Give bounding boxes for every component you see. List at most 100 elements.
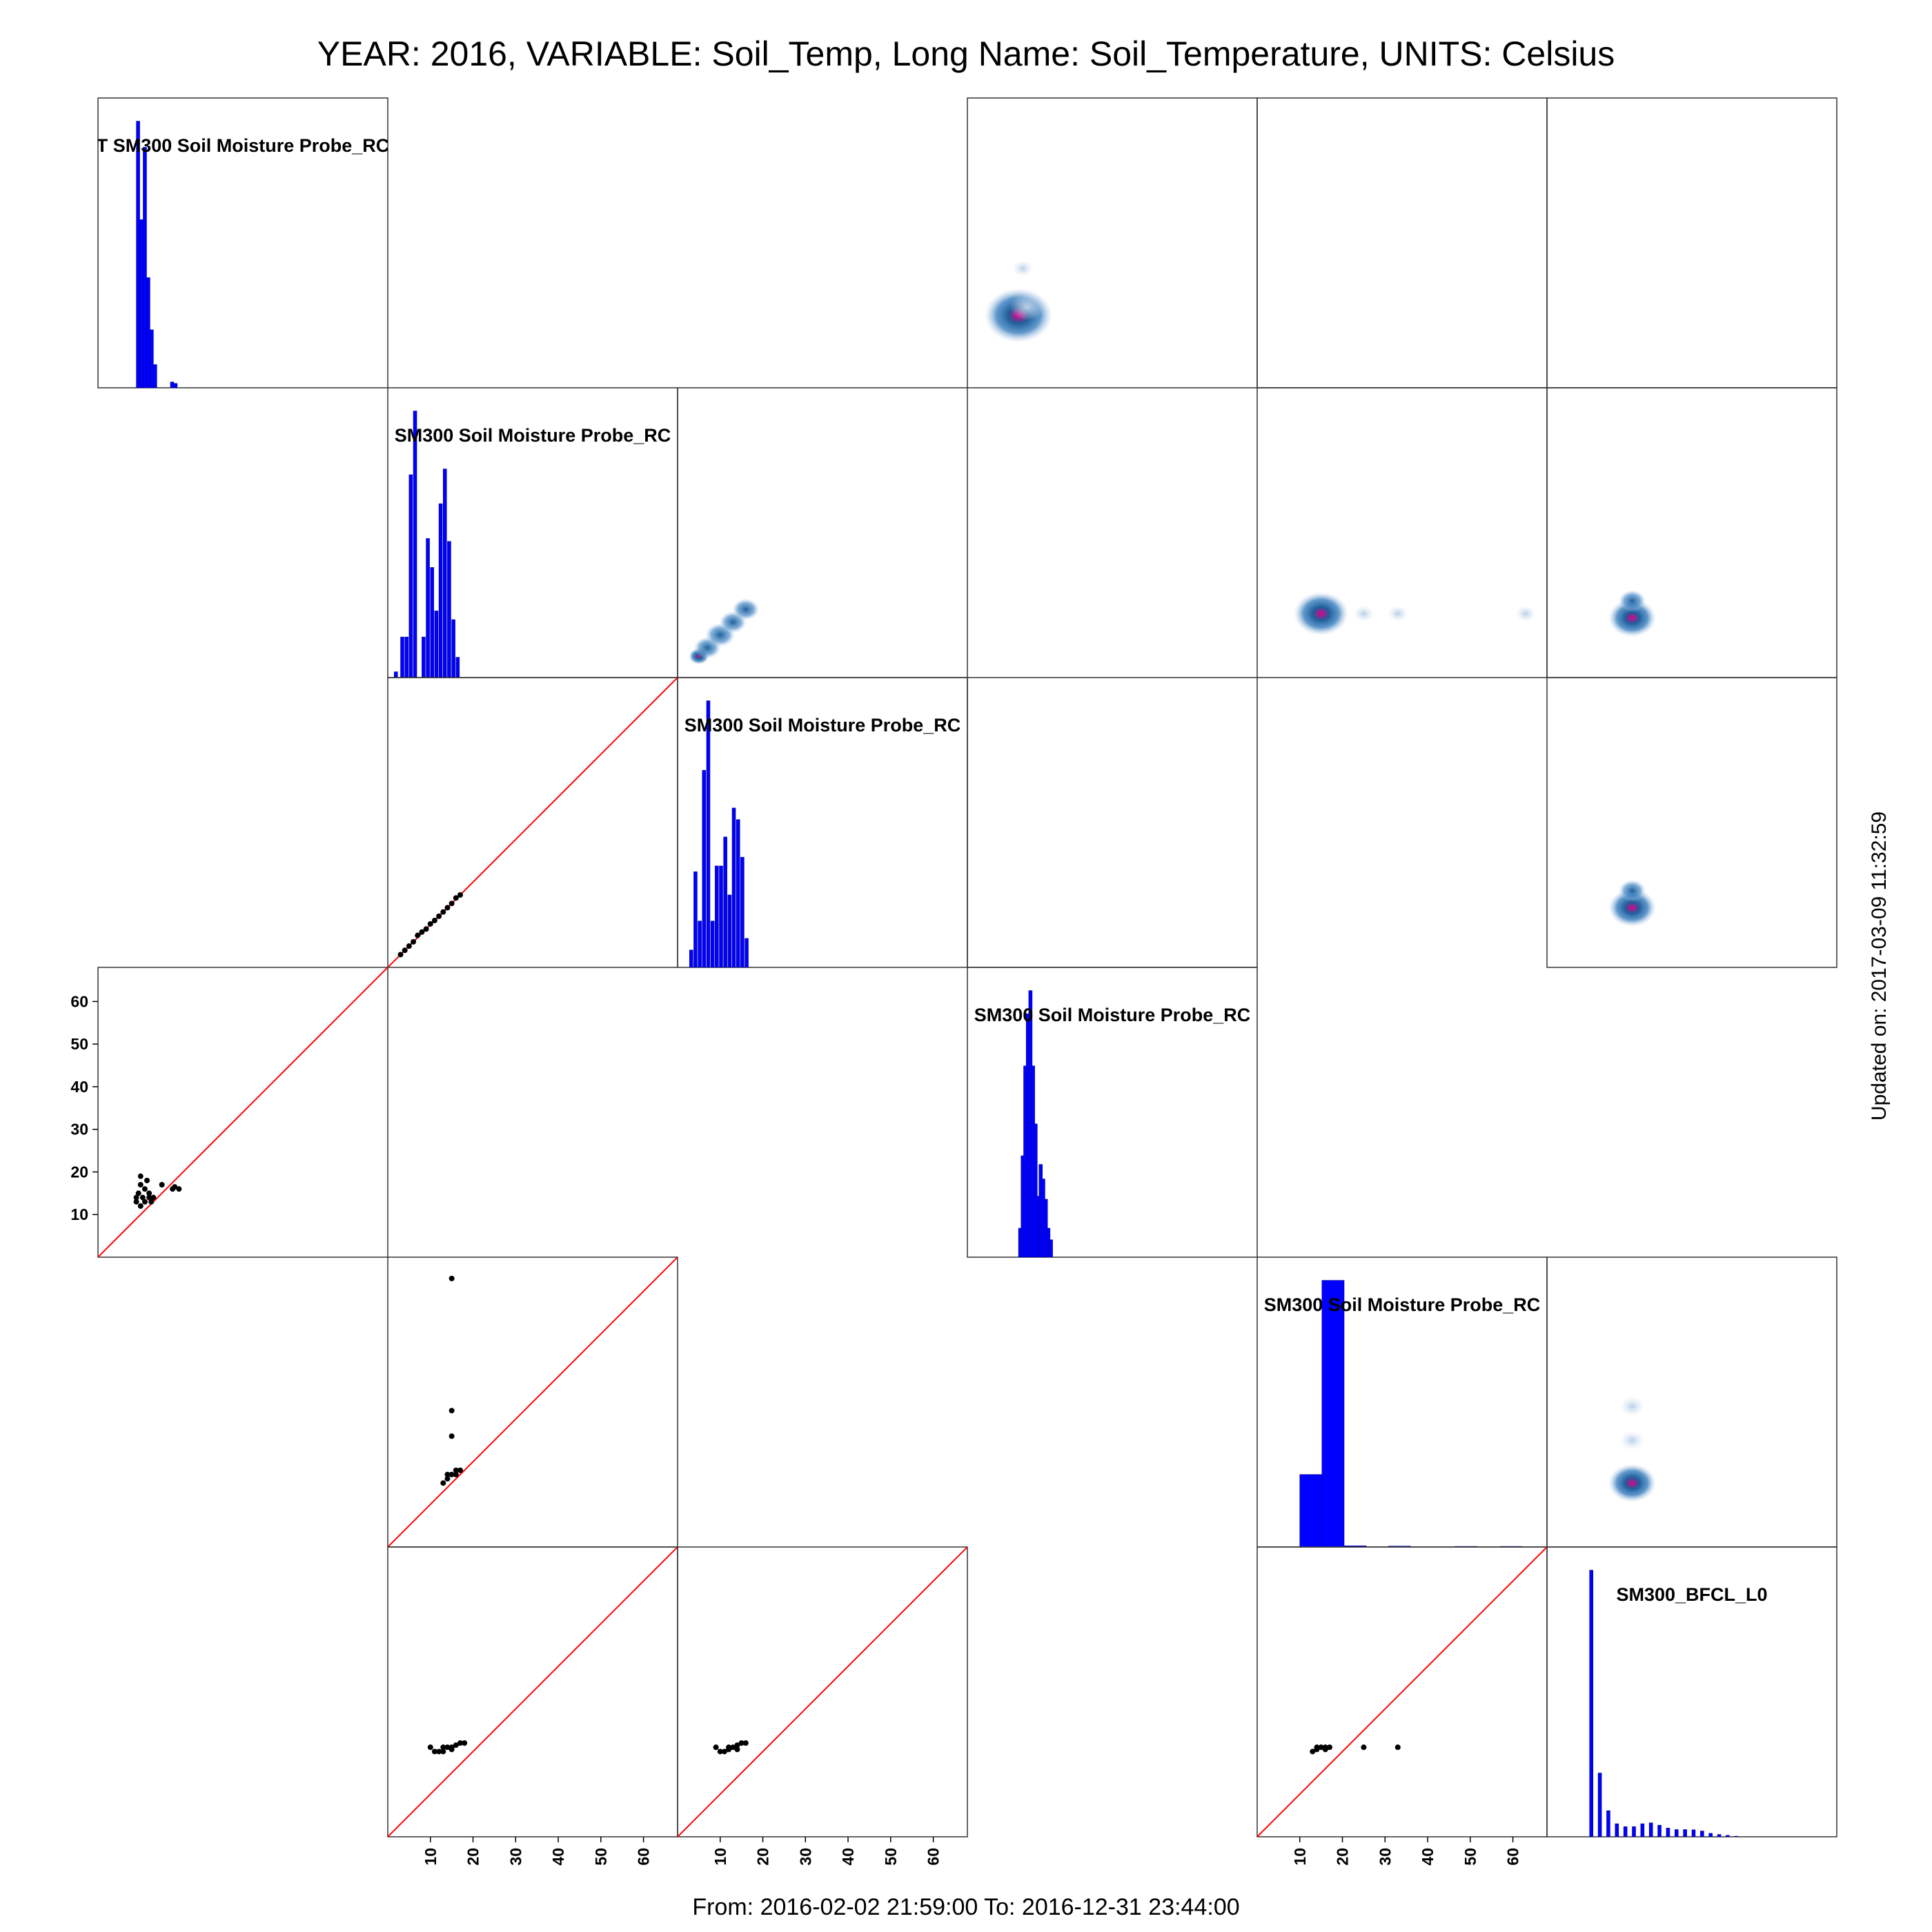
scatter-point (431, 918, 437, 924)
histogram-bar (1321, 1280, 1345, 1547)
histogram-bar (1700, 1831, 1704, 1837)
scatter-point (738, 1740, 745, 1746)
histogram-bar (1597, 1773, 1602, 1837)
scatter-point (402, 947, 408, 954)
x-axis-tick-label: 10 (711, 1848, 729, 1866)
scatter-r4-c1 (388, 1257, 678, 1547)
x-axis-tick-label: 60 (925, 1848, 943, 1866)
density-blob (1388, 605, 1408, 622)
y-axis-tick-label: 50 (70, 1035, 88, 1053)
panel-frame-r0-c0 (97, 97, 388, 388)
scatter-point (440, 1480, 446, 1486)
histogram-bar (1674, 1829, 1679, 1837)
histogram-bar (442, 469, 447, 678)
y-axis-tick-label: 60 (70, 992, 88, 1010)
scatter-point (717, 1748, 723, 1755)
scatter-point (444, 1472, 451, 1477)
histogram-bar (451, 619, 455, 678)
histogram-bar (1049, 1239, 1053, 1257)
histogram-r5-c5 (1589, 1570, 1739, 1837)
diagonal-variable-label: SM300 Soil Moisture Probe_RC (395, 425, 671, 446)
density-r1-c5 (1608, 590, 1657, 638)
histogram-bar (173, 383, 178, 388)
histogram-bar (736, 819, 740, 967)
histogram-bar (1343, 1546, 1367, 1547)
panel-frame-r0-c5 (1546, 97, 1837, 388)
histogram-bar (1615, 1823, 1619, 1837)
scatter-point (453, 1472, 459, 1477)
density-blob (1619, 1430, 1645, 1450)
diagonal-variable-label: SM300_BFCL_L0 (1616, 1584, 1767, 1605)
scatter-point (742, 1740, 749, 1746)
scatter-point (1314, 1744, 1320, 1751)
histogram-bar (1606, 1810, 1610, 1837)
scatter-point (141, 1199, 148, 1205)
histogram-bar (1726, 1835, 1730, 1837)
histogram-bar (702, 770, 707, 967)
histogram-r0-c0 (136, 121, 178, 388)
histogram-bar (150, 329, 154, 388)
histogram-bar (170, 382, 175, 388)
scatter-point (457, 892, 463, 898)
identity-line (1257, 1547, 1547, 1837)
histogram-bar (430, 567, 435, 678)
scatter-point (423, 926, 429, 932)
diagonal-variable-label: SM300 Soil Moisture Probe_RC (684, 715, 961, 736)
histogram-r4-c4 (1299, 1280, 1523, 1547)
scatter-point (734, 1742, 740, 1748)
y-axis-tick-label: 20 (70, 1163, 88, 1181)
scatter-point (1361, 1744, 1367, 1751)
scatter-point (148, 1199, 155, 1205)
scatter-point (146, 1194, 152, 1201)
histogram-r3-c3 (1018, 990, 1053, 1257)
density-blob (1608, 598, 1657, 638)
scatter-r5-c1 (388, 1547, 678, 1837)
histogram-bar (1734, 1835, 1739, 1837)
scatter-point (137, 1203, 144, 1209)
scatter-point (448, 900, 455, 907)
histogram-bar (693, 871, 698, 967)
scatter-point (457, 1467, 463, 1473)
scatter-point (139, 1194, 146, 1201)
histogram-bar (1299, 1474, 1323, 1547)
histogram-bar (706, 700, 711, 967)
histogram-r1-c1 (393, 411, 460, 678)
x-axis-tick-label: 60 (1504, 1848, 1522, 1866)
panel-frame-r3-c0 (97, 967, 388, 1258)
histogram-bar (438, 503, 443, 678)
histogram-bar (1640, 1823, 1645, 1837)
x-axis-tick-label: 40 (1419, 1848, 1437, 1866)
scatter-point (448, 1746, 455, 1753)
x-axis-tick-label: 10 (422, 1848, 440, 1866)
density-blob (1608, 888, 1657, 927)
panel-frame-r0-c3 (967, 97, 1258, 388)
scatter-point (713, 1744, 719, 1751)
scatter-point (133, 1199, 139, 1205)
scatter-point (415, 932, 421, 938)
density-blob (1608, 1463, 1657, 1503)
scatter-point (150, 1194, 157, 1201)
scatter-point (453, 895, 459, 901)
histogram-r2-c2 (689, 700, 749, 967)
x-axis-tick-label: 40 (549, 1848, 567, 1866)
histogram-bar (731, 807, 736, 967)
histogram-bar (745, 938, 749, 967)
density-blob (1515, 605, 1536, 622)
histogram-bar (136, 121, 140, 388)
scatter-r5-c2 (678, 1547, 967, 1837)
x-axis-tick-label: 50 (1461, 1848, 1479, 1866)
scatter-point (726, 1744, 732, 1751)
x-axis-tick-label: 50 (882, 1848, 900, 1866)
scatter-point (406, 943, 412, 949)
histogram-bar (710, 920, 715, 967)
x-axis-tick-label: 20 (464, 1848, 482, 1866)
footer-date-range: From: 2016-02-02 21:59:00 To: 2016-12-31… (692, 1894, 1239, 1920)
panel-frame-r5-c2 (677, 1546, 968, 1837)
histogram-bar (698, 920, 702, 967)
histogram-bar (413, 411, 417, 678)
histogram-bar (152, 364, 157, 388)
histogram-bar (143, 147, 147, 388)
histogram-bar (1632, 1826, 1636, 1837)
scatter-point (436, 913, 442, 919)
